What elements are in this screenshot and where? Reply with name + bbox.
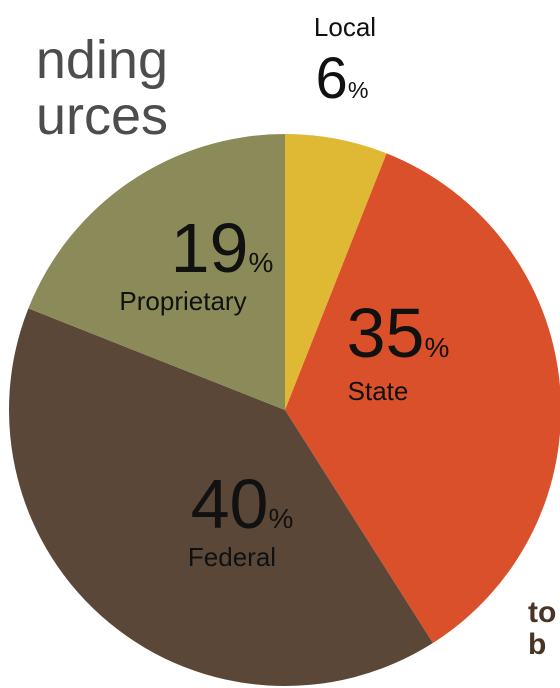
value-label: 6%: [316, 46, 369, 111]
category-label: Federal: [188, 542, 276, 572]
pie-slice: [285, 153, 560, 644]
value-unit: %: [248, 247, 273, 278]
pie-slice: [8, 308, 433, 686]
value-unit: %: [268, 503, 293, 534]
value-label: 19%: [171, 209, 274, 287]
category-label: State: [348, 376, 409, 406]
value-unit: %: [424, 332, 449, 363]
value-number: 35: [347, 294, 425, 372]
pie-slice: [28, 134, 286, 410]
pie: [8, 134, 560, 686]
value-number: 19: [171, 209, 249, 287]
title-line: urces: [36, 86, 168, 146]
value-number: 6: [316, 46, 348, 111]
pie-slice: [285, 134, 387, 410]
value-unit: %: [348, 77, 369, 103]
title-line: nding: [36, 30, 168, 90]
value-label: 35%: [347, 294, 450, 372]
annotation-line: b: [528, 628, 546, 661]
value-label: 40%: [191, 465, 294, 543]
annotation-line: to: [528, 596, 556, 629]
category-label: Proprietary: [119, 286, 246, 316]
category-label: Local: [314, 12, 376, 42]
value-number: 40: [191, 465, 269, 543]
